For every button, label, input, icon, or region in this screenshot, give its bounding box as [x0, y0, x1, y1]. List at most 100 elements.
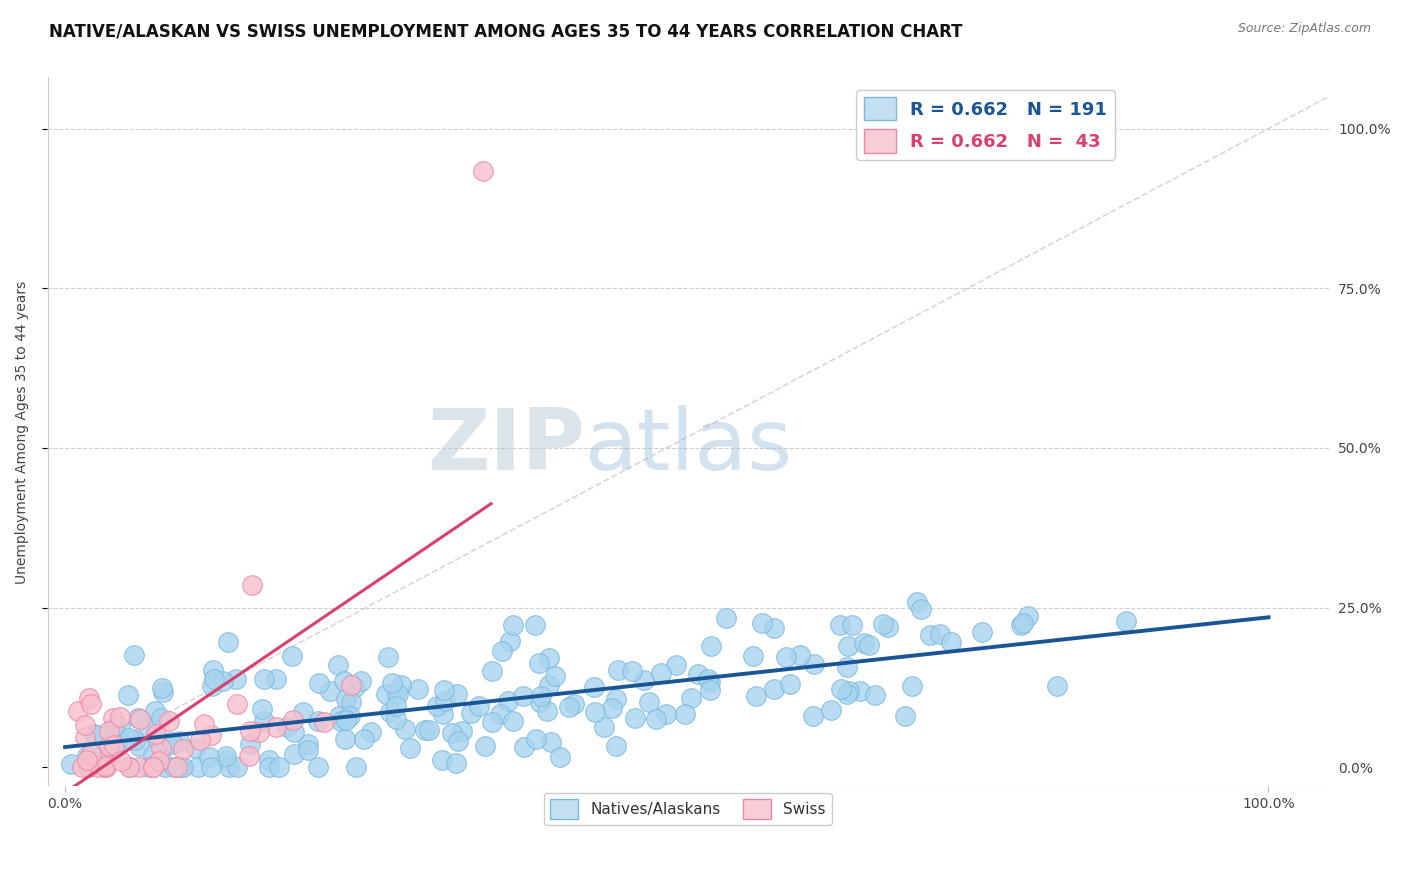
Point	[440, 726, 463, 740]
Point	[399, 741, 422, 756]
Point	[226, 760, 249, 774]
Point	[344, 760, 367, 774]
Point	[76, 749, 98, 764]
Point	[820, 703, 842, 717]
Point	[624, 711, 647, 725]
Point	[297, 737, 319, 751]
Point	[830, 617, 852, 632]
Point	[326, 658, 349, 673]
Point	[558, 699, 581, 714]
Point	[307, 760, 329, 774]
Point	[193, 717, 215, 731]
Point	[314, 715, 336, 730]
Point	[499, 633, 522, 648]
Point	[157, 714, 180, 728]
Point	[214, 753, 236, 767]
Point	[385, 712, 408, 726]
Point	[460, 706, 482, 721]
Point	[835, 687, 858, 701]
Point	[350, 674, 373, 689]
Point	[97, 724, 120, 739]
Point	[1046, 679, 1069, 693]
Point	[699, 639, 721, 653]
Point	[775, 649, 797, 664]
Point	[699, 675, 721, 690]
Point	[167, 734, 190, 748]
Point	[697, 673, 720, 687]
Point	[145, 730, 167, 744]
Point	[240, 578, 263, 592]
Point	[217, 635, 239, 649]
Point	[387, 687, 409, 701]
Point	[66, 705, 89, 719]
Point	[838, 683, 860, 698]
Y-axis label: Unemployment Among Ages 35 to 44 years: Unemployment Among Ages 35 to 44 years	[15, 280, 30, 583]
Point	[446, 687, 468, 701]
Point	[335, 713, 357, 727]
Point	[686, 666, 709, 681]
Point	[655, 706, 678, 721]
Point	[894, 708, 917, 723]
Point	[830, 682, 852, 697]
Point	[512, 689, 534, 703]
Point	[751, 616, 773, 631]
Point	[679, 690, 702, 705]
Point	[340, 678, 363, 692]
Point	[218, 760, 240, 774]
Point	[118, 760, 141, 774]
Point	[538, 651, 561, 665]
Point	[910, 602, 932, 616]
Point	[633, 673, 655, 687]
Point	[529, 689, 551, 703]
Point	[841, 618, 863, 632]
Point	[803, 657, 825, 671]
Point	[202, 672, 225, 686]
Point	[426, 699, 449, 714]
Point	[602, 701, 624, 715]
Point	[562, 698, 585, 712]
Point	[145, 726, 167, 740]
Point	[86, 760, 108, 774]
Point	[264, 720, 287, 734]
Point	[375, 687, 398, 701]
Point	[523, 617, 546, 632]
Point	[433, 694, 456, 708]
Point	[621, 664, 644, 678]
Point	[385, 686, 408, 700]
Point	[162, 737, 184, 751]
Point	[80, 747, 103, 761]
Point	[257, 753, 280, 767]
Point	[538, 678, 561, 692]
Point	[583, 680, 606, 694]
Point	[673, 706, 696, 721]
Point	[650, 665, 672, 680]
Point	[128, 760, 150, 774]
Point	[211, 673, 233, 688]
Point	[128, 712, 150, 726]
Point	[716, 611, 738, 625]
Point	[1011, 618, 1033, 632]
Point	[328, 709, 350, 723]
Point	[430, 753, 453, 767]
Point	[172, 760, 194, 774]
Text: NATIVE/ALASKAN VS SWISS UNEMPLOYMENT AMONG AGES 35 TO 44 YEARS CORRELATION CHART: NATIVE/ALASKAN VS SWISS UNEMPLOYMENT AMO…	[49, 22, 963, 40]
Point	[638, 695, 661, 709]
Point	[665, 658, 688, 673]
Point	[451, 724, 474, 739]
Point	[152, 684, 174, 698]
Point	[329, 714, 352, 729]
Point	[79, 690, 101, 705]
Point	[94, 759, 117, 773]
Point	[471, 163, 494, 178]
Point	[184, 741, 207, 756]
Point	[104, 741, 127, 756]
Point	[280, 648, 302, 663]
Point	[187, 760, 209, 774]
Point	[381, 676, 404, 690]
Point	[283, 747, 305, 762]
Point	[524, 732, 547, 747]
Point	[744, 689, 766, 703]
Point	[378, 705, 401, 719]
Point	[1017, 609, 1039, 624]
Point	[333, 673, 356, 688]
